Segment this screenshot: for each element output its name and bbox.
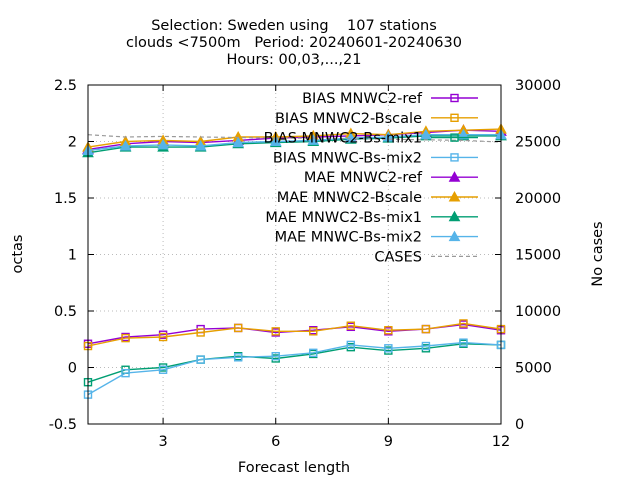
legend-label: MAE MNWC2-Bscale bbox=[277, 190, 422, 206]
data-point bbox=[196, 328, 205, 337]
data-point bbox=[233, 353, 243, 362]
y2-tick-label: 25000 bbox=[515, 135, 561, 151]
x-tick-label: 3 bbox=[158, 434, 167, 450]
y-axis-label: octas bbox=[10, 235, 26, 274]
data-point bbox=[344, 132, 357, 143]
data-point bbox=[119, 139, 132, 151]
data-point bbox=[420, 128, 432, 140]
chart-title: Selection: Sweden using 107 stations clo… bbox=[126, 18, 462, 68]
data-point bbox=[309, 348, 318, 358]
legend-label: CASES bbox=[374, 249, 422, 265]
data-point bbox=[271, 352, 280, 361]
legend-marker bbox=[448, 210, 461, 222]
y2-tick-label: 30000 bbox=[515, 78, 561, 94]
series-line-2 bbox=[87, 343, 502, 383]
data-point bbox=[457, 128, 470, 140]
series-line-3 bbox=[87, 341, 502, 396]
legend-marker bbox=[450, 93, 459, 103]
y2-tick-label: 15000 bbox=[515, 248, 561, 264]
y-tick-label: 0 bbox=[68, 361, 77, 377]
x-tick-label: 6 bbox=[271, 434, 280, 450]
x-tick-label: 12 bbox=[492, 434, 510, 450]
legend-marker bbox=[448, 171, 461, 182]
legend-marker bbox=[448, 230, 461, 242]
data-point bbox=[269, 135, 282, 146]
title-line-2: clouds <7500m Period: 20240601-20240630 bbox=[126, 35, 462, 51]
data-point bbox=[121, 368, 130, 378]
data-point bbox=[271, 327, 280, 336]
y-tick-label: -0.5 bbox=[49, 417, 77, 433]
title-line-3: Hours: 00,03,...,21 bbox=[227, 52, 362, 68]
y-tick-label: 2.5 bbox=[54, 78, 77, 94]
y-tick-label: 1 bbox=[68, 248, 77, 264]
y2-tick-label: 0 bbox=[515, 417, 524, 433]
y2-axis-label: No cases bbox=[590, 221, 606, 286]
y2-tick-label: 10000 bbox=[515, 304, 561, 320]
series-line-8 bbox=[87, 134, 502, 143]
data-point bbox=[121, 333, 130, 343]
legend-label: BIAS MNWC-Bs-mix2 bbox=[273, 150, 422, 166]
data-point bbox=[384, 344, 393, 353]
data-point bbox=[233, 323, 243, 333]
data-point bbox=[459, 319, 468, 328]
series-line-5 bbox=[87, 128, 502, 148]
data-point bbox=[307, 134, 320, 145]
legend-label: MAE MNWC2-ref bbox=[304, 170, 423, 186]
legend-marker bbox=[448, 190, 461, 202]
series-line-1 bbox=[87, 322, 502, 347]
data-point bbox=[459, 338, 468, 347]
x-tick-label: 9 bbox=[384, 434, 393, 450]
legend-marker bbox=[450, 133, 459, 142]
data-point bbox=[158, 365, 168, 374]
data-point bbox=[346, 340, 356, 350]
legend-marker bbox=[450, 113, 459, 123]
y-tick-label: 2 bbox=[68, 135, 77, 151]
series-line-7 bbox=[87, 133, 501, 152]
legend: BIAS MNWC2-ref BIAS MNWC2-Bscale BIAS MNWC… bbox=[264, 91, 478, 265]
data-point bbox=[194, 139, 207, 151]
data-point bbox=[421, 341, 431, 351]
y2-tick-label: 5000 bbox=[515, 361, 552, 377]
y2-tick-label: 20000 bbox=[515, 191, 561, 207]
data-point bbox=[232, 136, 245, 148]
legend-label: BIAS MNWC2-Bscale bbox=[275, 111, 422, 127]
legend-label: BIAS MNWC2-ref bbox=[302, 91, 423, 107]
legend-label: MAE MNWC-Bs-mix2 bbox=[275, 230, 422, 246]
y-tick-label: 0.5 bbox=[54, 304, 77, 320]
title-line-1: Selection: Sweden using 107 stations bbox=[151, 18, 437, 34]
data-point bbox=[309, 327, 318, 336]
legend-marker bbox=[450, 153, 459, 162]
data-point bbox=[384, 326, 393, 335]
data-point bbox=[196, 355, 205, 364]
axis-ticks: -0.5 0 0.5 1 1.5 2 2.5 0 5000 10000 15000 20000 2500… bbox=[49, 78, 561, 450]
data-point bbox=[158, 332, 168, 342]
data-point bbox=[346, 321, 356, 330]
legend-label: MAE MNWC2-Bs-mix1 bbox=[265, 210, 422, 226]
legend-label: BIAS MNWC2-Bs-mix1 bbox=[264, 131, 422, 147]
series-line-6 bbox=[87, 135, 501, 154]
data-point bbox=[157, 138, 169, 150]
y-tick-label: 1.5 bbox=[54, 191, 77, 207]
data-point bbox=[421, 324, 431, 334]
x-axis-label: Forecast length bbox=[238, 460, 350, 476]
